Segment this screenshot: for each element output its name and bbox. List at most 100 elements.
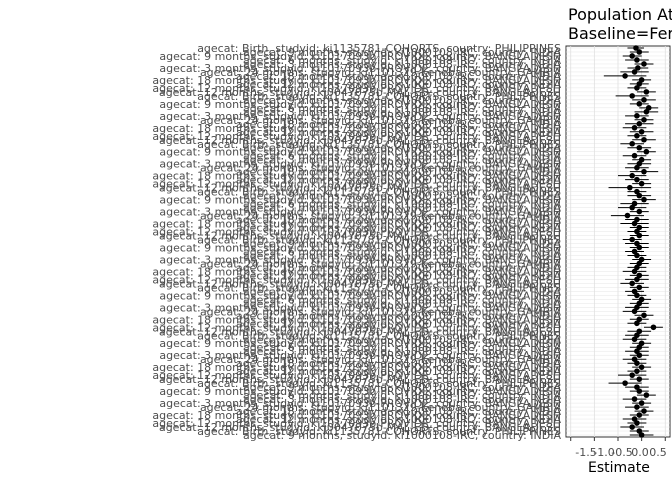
point-estimate [634, 164, 640, 171]
point-estimate [636, 244, 643, 251]
y-axis-label: agecat: 12 months, studyid: ki0047075b-M… [159, 86, 561, 99]
point-estimate [629, 93, 635, 99]
point-estimate [636, 232, 643, 239]
y-axis-label: agecat: 3 months, studyid: ki1000108-IRC… [243, 393, 562, 406]
y-axis-label: agecat: 18 months, studyid: ki1000108-IR… [236, 405, 562, 418]
point-estimate [631, 336, 638, 343]
point-estimate [634, 360, 640, 366]
y-axis-label: agecat: 12 months, studyid: ki1017093b-P… [152, 417, 561, 430]
y-axis-label: agecat: 24 months, studyid: ki1101329-Ke… [200, 66, 562, 79]
point-estimate [634, 320, 640, 327]
y-axis-label: agecat: Birth, studyid: ki1135781-COHORT… [197, 42, 561, 55]
x-tick-label: -0.5 [611, 446, 632, 459]
point-estimates [603, 45, 663, 438]
point-estimate [634, 132, 640, 139]
y-axis-label: agecat: 9 months, studyid: ki1000108-IRC… [243, 333, 562, 346]
point-estimate [643, 148, 650, 155]
y-axis-label: agecat: 3 months, studyid: ki1017093b-PR… [159, 253, 561, 266]
y-axis-label: agecat: 3 months, studyid: ki1017093b-PR… [159, 158, 561, 171]
y-axis-label: agecat: 12 months, studyid: ki1017093b-P… [152, 369, 561, 382]
y-axis-label: agecat: 24 months, studyid: ki1101329-Ke… [200, 353, 562, 366]
point-estimate [636, 412, 643, 418]
y-axis-label: agecat: 9 months, studyid: ki1017093b-PR… [159, 146, 561, 159]
y-axis-label: agecat: 18 months, studyid: ki1017093b-P… [152, 170, 561, 183]
y-axis-label: agecat: 18 months, studyid: ki1000108-IR… [236, 261, 562, 274]
point-estimate [638, 364, 645, 370]
point-estimate [638, 128, 645, 135]
y-axis-label: agecat: 18 months, studyid: ki1000108-IR… [236, 118, 562, 131]
y-axis-label: agecat: 12 months, studyid: ki1017093b-P… [152, 226, 561, 239]
y-axis-label: agecat: 12 months, studyid: ki1000108-IR… [236, 222, 562, 235]
y-axis-label: agecat: 3 months, studyid: ki1000108-IRC… [243, 202, 562, 215]
y-axis-label: agecat: Birth, studyid: ki1135781-COHORT… [197, 425, 561, 438]
y-axis-label: agecat: 3 months, studyid: ki1017093b-PR… [159, 110, 561, 123]
point-estimate [631, 396, 638, 402]
y-axis-label: agecat: 18 months, studyid: ki1017093b-P… [152, 361, 561, 374]
y-axis-label: agecat: 6 months, studyid: ki1000108-IRC… [243, 293, 562, 306]
y-axis-label: agecat: 18 months, studyid: ki1000108-IR… [236, 70, 562, 83]
y-axis-label: agecat: 12 months, studyid: ki1017093b-P… [152, 130, 561, 143]
point-estimate [629, 280, 635, 287]
point-estimate [622, 380, 628, 386]
point-estimate [643, 89, 650, 95]
y-axis-label: agecat: 3 months, studyid: ki1000108-IRC… [243, 154, 562, 167]
point-estimate [629, 140, 635, 147]
point-estimate [629, 172, 635, 179]
y-axis-label: agecat: 9 months, studyid: ki1017093b-PR… [159, 289, 561, 302]
y-axis-label: agecat: 12 months, studyid: ki0047075b-M… [159, 230, 561, 243]
y-axis-label: agecat: 6 months, studyid: ki1000108-IRC… [243, 341, 562, 354]
y-axis-label: agecat: 24 months, studyid: ki1101329-Ke… [200, 210, 562, 223]
y-axis-label: agecat: 12 months, studyid: ki1017093b-P… [152, 178, 561, 191]
y-axis-label: agecat: 9 months, studyid: ki1017093b-PR… [159, 385, 561, 398]
y-axis-label: agecat: 9 months, studyid: ki1000108-IRC… [243, 429, 562, 442]
y-axis-label: agecat: 12 months, studyid: ki1000108-IR… [236, 317, 562, 330]
y-axis-label: agecat: 9 months, studyid: ki1000108-IRC… [243, 46, 562, 59]
y-axis-label: agecat: 18 months, studyid: ki1000108-IR… [236, 309, 562, 322]
y-axis-label: agecat: Birth, studyid: ki1135781-COHORT… [197, 186, 561, 199]
y-axis-label: agecat: 9 months, studyid: ki1017093b-PR… [159, 50, 561, 63]
point-estimate [638, 180, 645, 187]
y-axis-label: agecat: 3 months, studyid: ki1000108-IRC… [243, 297, 562, 310]
point-estimate [641, 97, 647, 103]
point-estimate [636, 121, 643, 127]
y-axis-label: agecat: 3 months, studyid: ki1000108-IRC… [243, 106, 562, 119]
y-axis-label: agecat: 12 months, studyid: ki1000108-IR… [236, 413, 562, 426]
y-axis-label: agecat: 12 months, studyid: ki1000108-IR… [236, 174, 562, 187]
y-axis-label: agecat: 3 months, studyid: ki1017093b-PR… [159, 349, 561, 362]
point-estimate [636, 376, 643, 382]
point-estimate [624, 212, 631, 219]
y-axis-label: agecat: 9 months, studyid: ki1000108-IRC… [243, 285, 562, 298]
y-axis-label: agecat: Birth, studyid: ki1135781-COHORT… [197, 281, 561, 294]
y-axis-label: agecat: Birth, studyid: ki1135781-COHORT… [197, 90, 561, 103]
y-axis-label: agecat: 9 months, studyid: ki1000108-IRC… [243, 142, 562, 155]
y-axis-label: agecat: 24 months, studyid: ki1101329-Ke… [200, 114, 562, 127]
y-axis-label: agecat: 3 months, studyid: ki1000108-IRC… [243, 345, 562, 358]
y-axis-label: agecat: Birth, studyid: ki1135781-COHORT… [197, 138, 561, 151]
point-estimate [641, 117, 647, 123]
y-axis-label: agecat: 12 months, studyid: ki1000108-IR… [236, 269, 562, 282]
y-axis-label: agecat: 12 months, studyid: ki0047075b-M… [159, 277, 561, 290]
point-estimate [634, 57, 640, 63]
y-axis-label: agecat: 3 months, studyid: ki1000108-IRC… [243, 249, 562, 262]
point-estimate [636, 192, 643, 199]
y-axis-label: agecat: 18 months, studyid: ki1000108-IR… [236, 166, 562, 179]
point-estimate [631, 220, 638, 227]
y-axis-label: agecat: 18 months, studyid: ki1017093b-P… [152, 313, 561, 326]
point-estimate [629, 204, 635, 211]
point-estimate [636, 144, 643, 151]
y-axis-label: agecat: 12 months, studyid: ki0047075b-M… [159, 182, 561, 195]
y-axis-label: agecat: 9 months, studyid: ki1017093b-PR… [159, 241, 561, 254]
point-estimate [633, 45, 639, 51]
point-estimate [636, 49, 643, 55]
point-estimate [634, 176, 640, 183]
point-estimate [634, 420, 640, 426]
point-estimate [636, 101, 643, 107]
point-estimate [631, 152, 638, 159]
y-axis-label: agecat: 9 months, studyid: ki1000108-IRC… [243, 94, 562, 107]
chart-title-line-1: Population At [568, 5, 672, 24]
y-axis-label: agecat: 18 months, studyid: ki1017093b-P… [152, 409, 561, 422]
y-axis-label: agecat: 6 months, studyid: ki1000108-IRC… [243, 54, 562, 67]
point-estimate [634, 368, 640, 374]
y-axis-label: agecat: Birth, studyid: ki1135781-COHORT… [197, 234, 561, 247]
